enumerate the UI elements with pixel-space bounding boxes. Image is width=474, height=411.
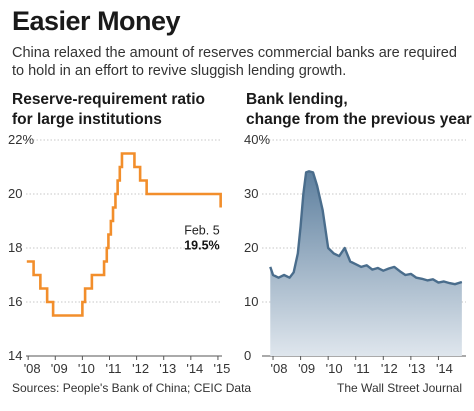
right-panel-title-line-1: Bank lending, — [246, 91, 348, 108]
rrr-series-line — [26, 152, 222, 317]
rrr-annotation-value: 19.5% — [184, 239, 219, 253]
subtitle-line-1: China relaxed the amount of reserves com… — [12, 45, 457, 61]
lending-x-tick-label: '10 — [326, 361, 343, 376]
lending-y-tick-label: 30 — [244, 186, 258, 201]
lending-x-tick-label: '09 — [298, 361, 315, 376]
lending-y-tick-label: 10 — [244, 294, 258, 309]
left-panel-title-line-1: Reserve-requirement ratio — [12, 91, 205, 108]
publisher-credit: The Wall Street Journal — [337, 381, 462, 395]
left-panel-title: Reserve-requirement ratio for large inst… — [12, 90, 205, 130]
lending-y-tick-label: 0 — [244, 348, 251, 363]
lending-x-tick-label: '08 — [271, 361, 288, 376]
rrr-annotation-date: Feb. 5 — [184, 224, 219, 238]
rrr-x-tick-label: '09 — [51, 361, 68, 376]
lending-x-tick-label: '11 — [354, 361, 370, 376]
rrr-x-tick-label: '13 — [159, 361, 176, 376]
left-panel-title-line-2: for large institutions — [12, 111, 162, 128]
rrr-x-tick-label: '14 — [186, 361, 203, 376]
lending-series-line — [269, 170, 463, 286]
right-panel-title: Bank lending, change from the previous y… — [246, 90, 472, 130]
sources-note: Sources: People's Bank of China; CEIC Da… — [12, 381, 252, 395]
rrr-y-tick-label: 18 — [8, 240, 22, 255]
lending-x-tick-label: '13 — [408, 361, 425, 376]
bank-lending-chart: 40% 30 20 10 0 '08 '09 '10 '11 '12 '13 '14 — [244, 132, 466, 376]
chart-title: Easier Money — [12, 6, 181, 36]
reserve-ratio-chart: 22% 20 18 16 14'08 '09 '10 '11 '12 '13 '14 '15 Feb. … — [8, 132, 230, 376]
rrr-y-tick-label: 20 — [8, 186, 22, 201]
rrr-x-tick-label: '11 — [106, 361, 122, 376]
chart-subtitle: China relaxed the amount of reserves com… — [12, 44, 467, 80]
rrr-x-tick-label: '10 — [78, 361, 95, 376]
lending-y-tick-label: 40% — [244, 132, 270, 147]
rrr-y-tick-label: 22% — [8, 132, 34, 147]
right-panel-title-line-2: change from the previous year — [246, 111, 472, 128]
rrr-y-tick-label: 16 — [8, 294, 22, 309]
lending-y-tick-label: 20 — [244, 240, 258, 255]
lending-area-fill — [270, 171, 462, 356]
rrr-x-tick-label: '15 — [213, 361, 230, 376]
rrr-x-tick-label: '12 — [132, 361, 149, 376]
lending-x-tick-label: '12 — [381, 361, 398, 376]
rrr-y-tick-label: 14 — [8, 348, 22, 363]
subtitle-line-2: to hold in an effort to revive sluggish … — [12, 63, 347, 79]
lending-x-tick-label: '14 — [436, 361, 453, 376]
rrr-x-tick-label: '08 — [24, 361, 41, 376]
